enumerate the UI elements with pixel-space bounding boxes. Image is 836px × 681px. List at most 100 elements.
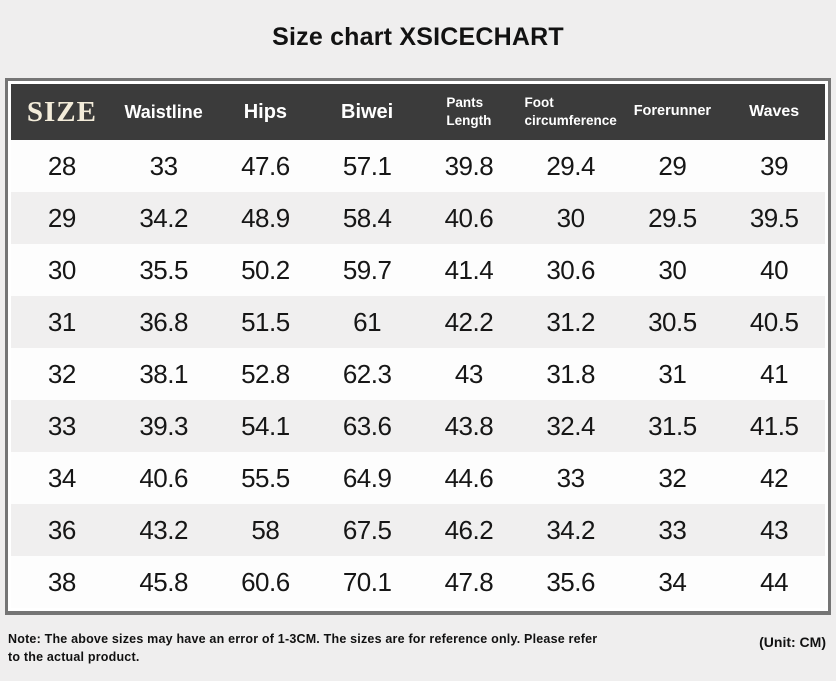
- table-row: 33 39.3 54.1 63.6 43.8 32.4 31.5 41.5: [11, 400, 825, 452]
- table-row: 30 35.5 50.2 59.7 41.4 30.6 30 40: [11, 244, 825, 296]
- table-cell: 51.5: [241, 306, 290, 337]
- table-cell: 39.5: [749, 202, 799, 233]
- table-cell: 52.8: [241, 358, 290, 389]
- table-cell: 29: [658, 150, 687, 181]
- table-cell: 42: [760, 462, 789, 493]
- table-row: 36 43.2 58 67.5 46.2 34.2 33 43: [11, 504, 825, 556]
- header-row: SIZE Waistline Hips Biwei Pants Length F…: [11, 84, 825, 140]
- table-row: 32 38.1 52.8 62.3 43 31.8 31 41: [11, 348, 825, 400]
- table-row: 28 33 47.6 57.1 39.8 29.4 29 39: [11, 140, 825, 192]
- table-cell: 44: [760, 566, 789, 597]
- table-cell: 40.5: [749, 306, 799, 337]
- footer: Note: The above sizes may have an error …: [0, 615, 836, 666]
- table-cell: 33: [149, 150, 178, 181]
- table-cell: 31.2: [546, 306, 595, 337]
- table-cell: 31.5: [648, 410, 697, 441]
- table-cell: 54.1: [241, 410, 290, 441]
- unit-label: (Unit: CM): [759, 634, 826, 650]
- table-cell: 39: [760, 150, 789, 181]
- table-cell: 43.2: [139, 514, 188, 545]
- table-cell: 41.4: [444, 254, 494, 285]
- header-label-foot-circumference: Foot circumference: [524, 94, 617, 128]
- header-cell-biwei: Biwei: [316, 84, 418, 140]
- table-cell: 33: [556, 462, 585, 493]
- size-cell: 32: [47, 358, 76, 389]
- page-title: Size chart XSICECHART: [272, 23, 564, 51]
- table-cell: 41: [760, 358, 789, 389]
- table-row: 38 45.8 60.6 70.1 47.8 35.6 34 44: [11, 556, 825, 608]
- table-cell: 32: [658, 462, 687, 493]
- table-cell: 39.3: [139, 410, 188, 441]
- header-label-size: SIZE: [26, 95, 97, 128]
- header-cell-hips: Hips: [214, 84, 317, 140]
- size-cell: 36: [47, 514, 76, 545]
- footer-note: Note: The above sizes may have an error …: [8, 632, 598, 665]
- table-cell: 64.9: [342, 462, 392, 493]
- table-cell: 62.3: [342, 358, 392, 389]
- table-cell: 30: [658, 254, 687, 285]
- table-row: 31 36.8 51.5 61 42.2 31.2 30.5 40.5: [11, 296, 825, 348]
- table-cell: 70.1: [342, 566, 392, 597]
- table-cell: 47.8: [444, 566, 494, 597]
- table-cell: 31: [658, 358, 687, 389]
- table-cell: 55.5: [241, 462, 290, 493]
- size-cell: 29: [47, 202, 76, 233]
- table-cell: 35.6: [546, 566, 595, 597]
- table-cell: 47.6: [241, 150, 290, 181]
- table-cell: 40.6: [444, 202, 494, 233]
- size-chart-card: SIZE Waistline Hips Biwei Pants Length F…: [5, 78, 831, 615]
- size-cell: 34: [47, 462, 76, 493]
- table-cell: 43: [454, 358, 483, 389]
- table-cell: 32.4: [546, 410, 595, 441]
- header-label-pants-length: Pants Length: [446, 94, 492, 128]
- table-cell: 58: [251, 514, 280, 545]
- header-label-hips: Hips: [243, 100, 288, 123]
- table-cell: 29.4: [546, 150, 595, 181]
- size-cell: 38: [47, 566, 76, 597]
- header-cell-waistline: Waistline: [112, 84, 215, 140]
- table-cell: 30.6: [546, 254, 595, 285]
- table-cell: 59.7: [342, 254, 392, 285]
- table-cell: 30.5: [648, 306, 697, 337]
- table-cell: 38.1: [139, 358, 188, 389]
- table-cell: 43: [760, 514, 789, 545]
- table-cell: 46.2: [444, 514, 494, 545]
- table-cell: 31.8: [546, 358, 595, 389]
- table-cell: 50.2: [241, 254, 290, 285]
- table-cell: 40: [760, 254, 789, 285]
- table-cell: 43.8: [444, 410, 494, 441]
- table-cell: 35.5: [139, 254, 188, 285]
- header-cell-size: SIZE: [11, 84, 113, 140]
- table-cell: 39.8: [444, 150, 494, 181]
- table-body: 28 33 47.6 57.1 39.8 29.4 29 39 29 34.2 …: [11, 140, 825, 608]
- size-cell: 30: [47, 254, 76, 285]
- header-cell-forerunner: Forerunner: [621, 84, 724, 140]
- table-cell: 34.2: [139, 202, 188, 233]
- table-cell: 40.6: [139, 462, 188, 493]
- header-cell-pants-length: Pants Length: [418, 84, 520, 140]
- size-cell: 31: [47, 306, 76, 337]
- table-header: SIZE Waistline Hips Biwei Pants Length F…: [11, 84, 825, 140]
- header-label-waves: Waves: [749, 103, 800, 121]
- table-cell: 34.2: [546, 514, 595, 545]
- table-cell: 42.2: [444, 306, 494, 337]
- table-cell: 60.6: [241, 566, 290, 597]
- table-cell: 61: [353, 306, 382, 337]
- table-cell: 34: [658, 566, 687, 597]
- table-cell: 48.9: [241, 202, 290, 233]
- table-cell: 29.5: [648, 202, 697, 233]
- header-label-forerunner: Forerunner: [633, 103, 712, 120]
- header-label-biwei: Biwei: [341, 100, 394, 123]
- table-cell: 33: [658, 514, 687, 545]
- table-cell: 36.8: [139, 306, 188, 337]
- table-cell: 63.6: [342, 410, 392, 441]
- table-cell: 57.1: [342, 150, 392, 181]
- table-cell: 41.5: [749, 410, 799, 441]
- table-row: 34 40.6 55.5 64.9 44.6 33 32 42: [11, 452, 825, 504]
- header-cell-waves: Waves: [723, 84, 825, 140]
- size-cell: 33: [47, 410, 76, 441]
- table-cell: 45.8: [139, 566, 188, 597]
- table-cell: 30: [556, 202, 585, 233]
- size-table: SIZE Waistline Hips Biwei Pants Length F…: [11, 84, 825, 608]
- table-cell: 58.4: [342, 202, 392, 233]
